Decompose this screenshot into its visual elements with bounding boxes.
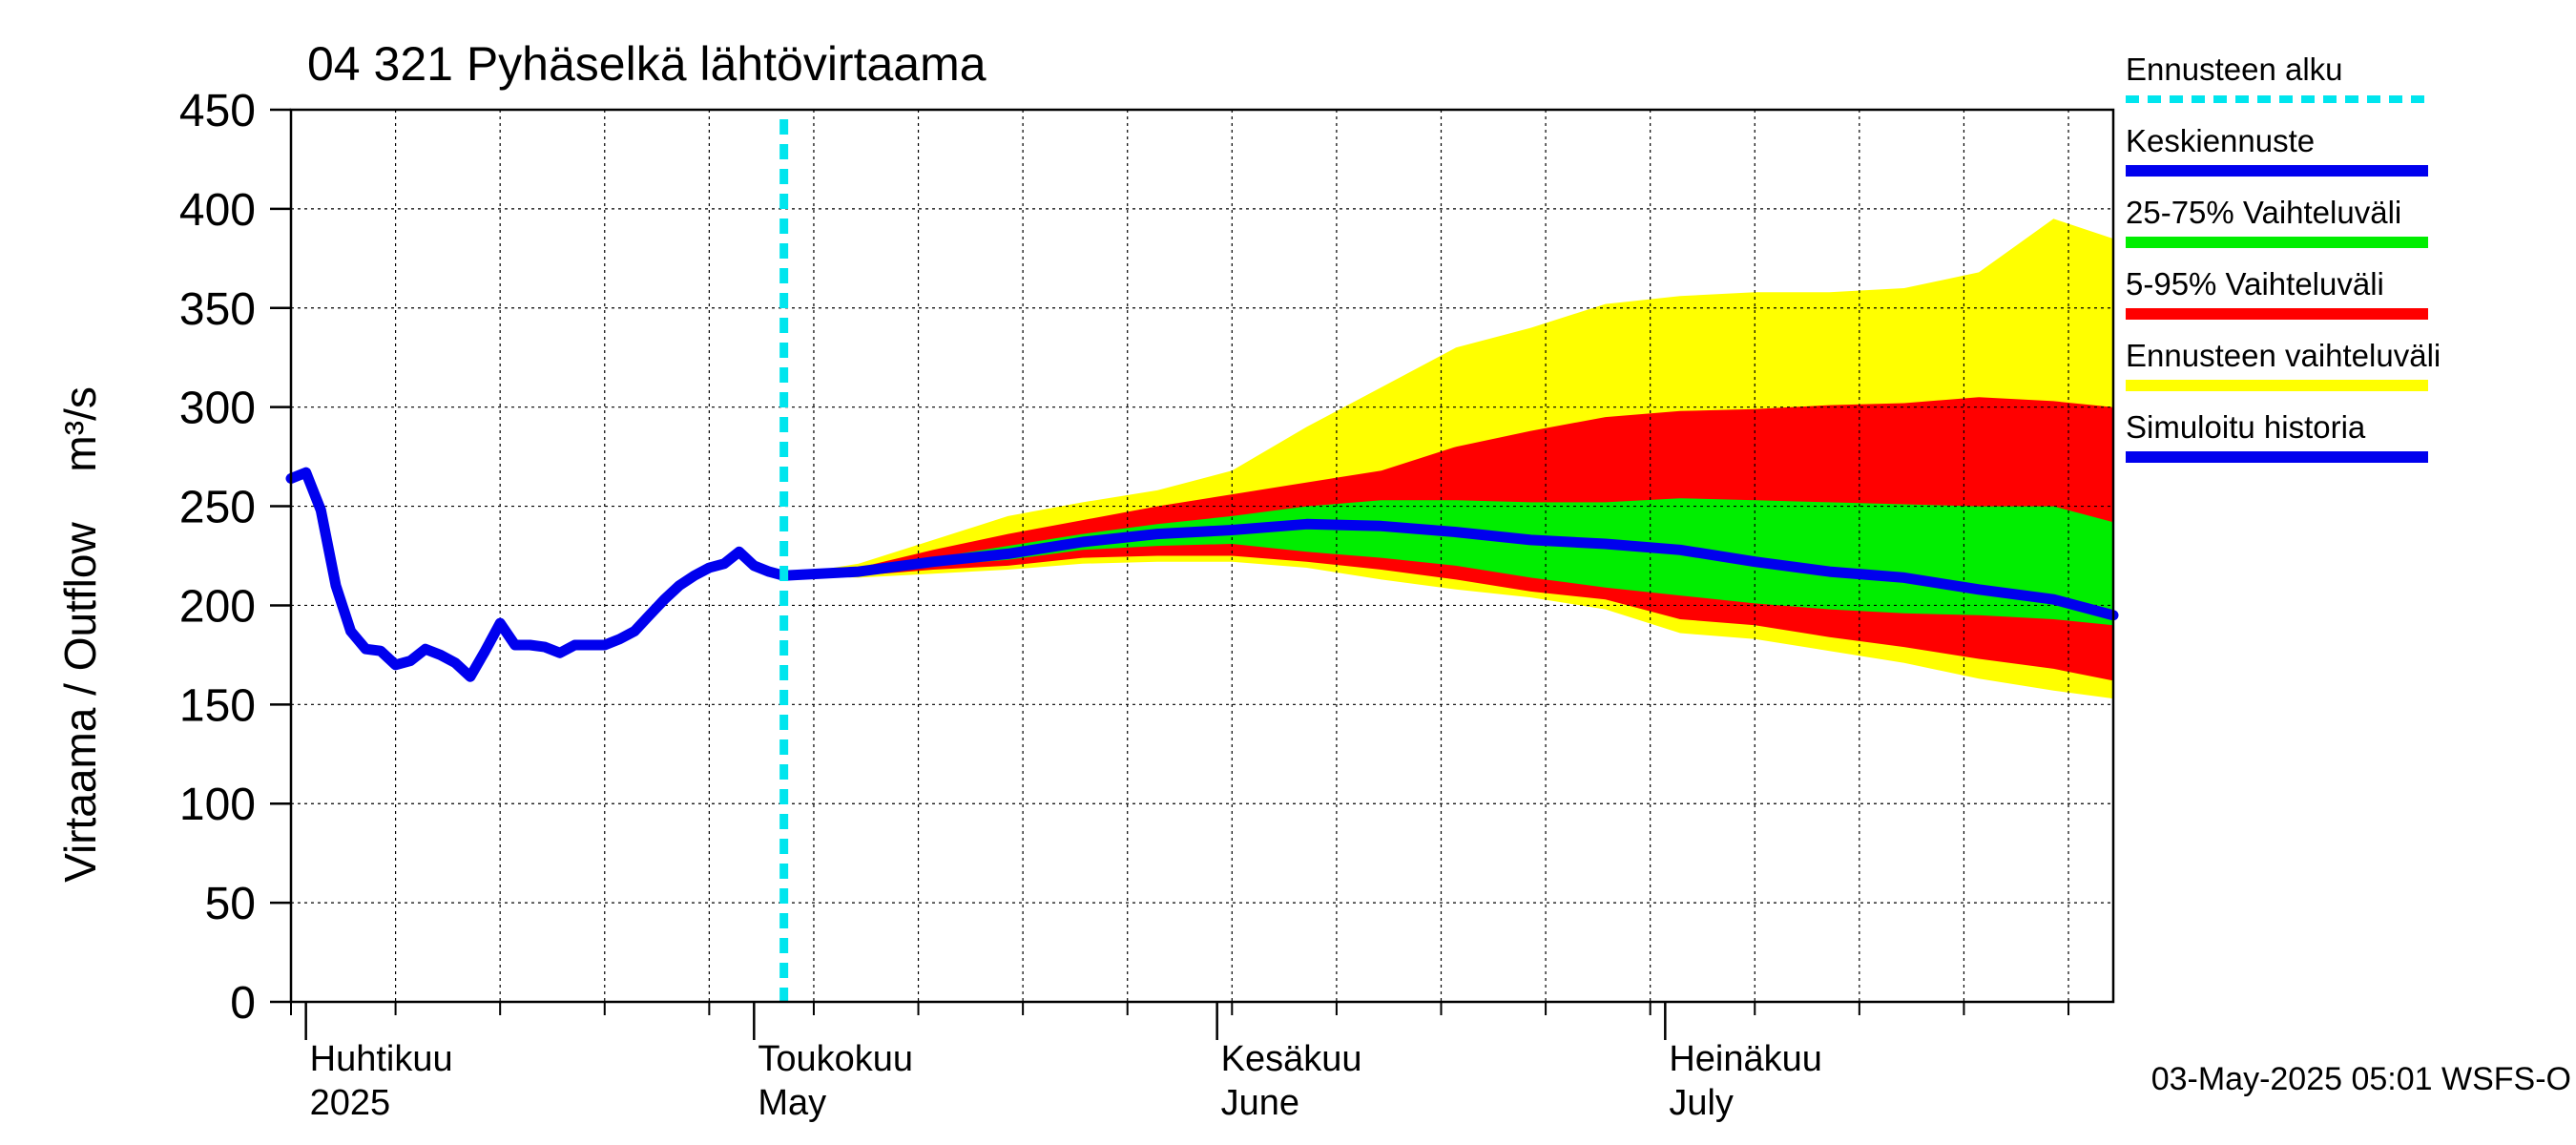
legend-label: Ennusteen alku — [2126, 52, 2343, 87]
y-tick-label: 200 — [179, 581, 256, 632]
y-tick-label: 300 — [179, 384, 256, 434]
median-forecast-line — [779, 518, 2119, 621]
x-month-label-en: 2025 — [310, 1083, 391, 1123]
x-month-label-fi: Toukokuu — [758, 1039, 913, 1079]
legend-label: 5-95% Vaihteluväli — [2126, 266, 2384, 302]
y-tick-label: 50 — [205, 879, 256, 929]
grid — [291, 110, 2113, 1002]
band-25-75 — [783, 498, 2113, 626]
y-axis-title: Virtaama / Outflow m³/s — [55, 386, 105, 883]
chart-title: 04 321 Pyhäselkä lähtövirtaama — [307, 37, 987, 91]
y-tick-label: 0 — [230, 978, 256, 1029]
x-month-label-fi: Kesäkuu — [1221, 1039, 1362, 1079]
y-tick-label: 250 — [179, 483, 256, 533]
timestamp: 03-May-2025 05:01 WSFS-O — [2151, 1061, 2571, 1097]
legend-label: Simuloitu historia — [2126, 409, 2366, 445]
forecast-bands — [783, 219, 2113, 699]
y-axis-unit: m³/s — [55, 386, 105, 471]
y-tick-label: 400 — [179, 185, 256, 236]
history-line — [285, 467, 790, 682]
x-month-label-en: June — [1221, 1083, 1299, 1123]
y-tick-label: 150 — [179, 680, 256, 731]
y-tick-label: 350 — [179, 284, 256, 335]
x-month-label-en: July — [1669, 1083, 1734, 1123]
y-tick-label: 100 — [179, 780, 256, 830]
legend-label: 25-75% Vaihteluväli — [2126, 195, 2401, 230]
legend: Ennusteen alku Keskiennuste 25-75% Vaihtel… — [2126, 52, 2441, 463]
legend-label: Keskiennuste — [2126, 123, 2315, 158]
series-lines — [285, 119, 2119, 1002]
plot-frame — [289, 108, 2115, 1004]
y-axis-label: Virtaama / Outflow — [55, 522, 105, 883]
x-month-label-en: May — [758, 1083, 826, 1123]
y-tick-label: 450 — [179, 86, 256, 136]
x-month-label-fi: Huhtikuu — [310, 1039, 453, 1079]
legend-label: Ennusteen vaihteluväli — [2126, 338, 2441, 373]
x-month-label-fi: Heinäkuu — [1669, 1039, 1822, 1079]
